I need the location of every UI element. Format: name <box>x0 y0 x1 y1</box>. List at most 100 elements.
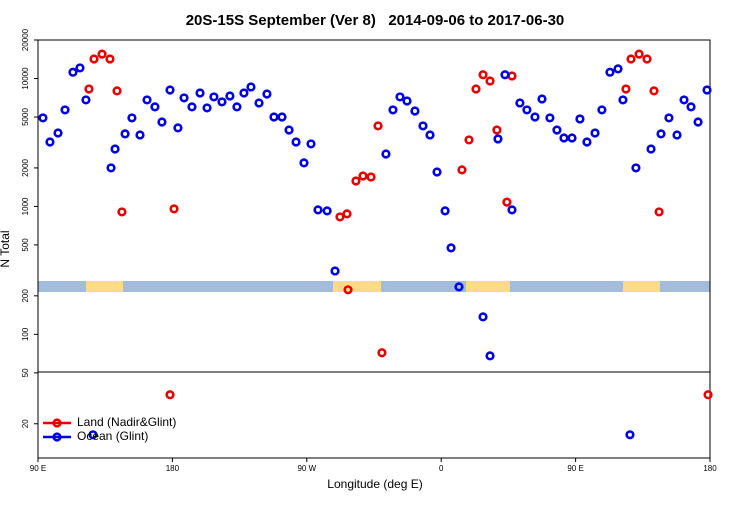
data-point <box>195 88 205 98</box>
y-tick-label: 500 <box>21 238 30 252</box>
data-point <box>60 105 70 115</box>
data-point <box>165 85 175 95</box>
data-point <box>500 70 510 80</box>
data-point <box>703 390 713 400</box>
data-point <box>112 86 122 96</box>
data-point <box>277 112 287 122</box>
x-axis-label: Longitude (deg E) <box>327 477 422 491</box>
data-point <box>625 430 635 440</box>
data-point <box>254 98 264 108</box>
data-point <box>284 125 294 135</box>
data-point <box>654 207 664 217</box>
land-strip <box>466 281 510 292</box>
legend-label: Land (Nadir&Glint) <box>77 415 176 429</box>
chart-title: 20S-15S September (Ver 8) 2014-09-06 to … <box>186 12 565 29</box>
data-point <box>68 67 78 77</box>
data-point <box>631 163 641 173</box>
data-point <box>402 96 412 106</box>
data-point <box>45 137 55 147</box>
data-point <box>377 348 387 358</box>
data-point <box>410 106 420 116</box>
data-point <box>493 134 503 144</box>
data-point <box>81 95 91 105</box>
data-point <box>269 112 279 122</box>
data-point <box>464 135 474 145</box>
data-point <box>515 98 525 108</box>
x-tick-label: 90 E <box>30 464 46 473</box>
data-point <box>471 84 481 94</box>
data-point <box>679 95 689 105</box>
data-point <box>313 205 323 215</box>
data-point <box>478 70 488 80</box>
data-point <box>110 144 120 154</box>
data-point <box>502 197 512 207</box>
data-point <box>262 89 272 99</box>
data-point <box>388 105 398 115</box>
data-point <box>179 93 189 103</box>
data-point <box>485 351 495 361</box>
data-point <box>117 207 127 217</box>
data-point <box>590 128 600 138</box>
data-point <box>656 129 666 139</box>
data-point <box>618 95 628 105</box>
data-point <box>575 114 585 124</box>
x-tick-label: 180 <box>166 464 180 473</box>
data-point <box>457 165 467 175</box>
data-point <box>492 125 502 135</box>
data-point <box>664 113 674 123</box>
data-point <box>53 128 63 138</box>
data-point <box>225 91 235 101</box>
data-point <box>127 113 137 123</box>
data-point <box>239 88 249 98</box>
data-point <box>342 209 352 219</box>
y-tick-label: 50 <box>21 368 30 377</box>
surface-strip <box>38 281 710 292</box>
data-point <box>507 205 517 215</box>
data-point <box>351 176 361 186</box>
y-tick-label: 20 <box>21 419 30 428</box>
data-point <box>552 125 562 135</box>
data-point <box>672 130 682 140</box>
y-tick-label: 20000 <box>21 28 30 51</box>
data-point <box>106 163 116 173</box>
data-point <box>217 97 227 107</box>
data-point <box>358 171 368 181</box>
data-point <box>605 67 615 77</box>
data-point <box>89 54 99 64</box>
data-point <box>649 86 659 96</box>
data-point <box>322 206 332 216</box>
data-point <box>537 94 547 104</box>
legend-marker <box>52 418 62 428</box>
data-point <box>425 130 435 140</box>
legend-marker <box>52 432 62 442</box>
data-point <box>686 102 696 112</box>
data-point <box>634 49 644 59</box>
data-point <box>418 121 428 131</box>
data-point <box>38 113 48 123</box>
data-point <box>478 312 488 322</box>
data-point <box>88 430 98 440</box>
y-tick-label: 1000 <box>21 197 30 215</box>
y-axis-label: N Total <box>0 230 12 267</box>
data-point <box>597 105 607 115</box>
data-point <box>157 117 167 127</box>
data-point <box>291 137 301 147</box>
data-point <box>626 54 636 64</box>
data-point <box>150 102 160 112</box>
data-point <box>97 49 107 59</box>
land-strip <box>333 281 381 292</box>
data-point <box>582 137 592 147</box>
data-point <box>545 113 555 123</box>
data-point <box>232 102 242 112</box>
data-point <box>373 121 383 131</box>
data-point <box>559 133 569 143</box>
legend-label: Ocean (Glint) <box>77 429 148 443</box>
x-tick-label: 180 <box>703 464 717 473</box>
data-point <box>395 92 405 102</box>
x-tick-label: 90 W <box>297 464 316 473</box>
data-point <box>646 144 656 154</box>
data-point <box>432 167 442 177</box>
land-strip <box>623 281 660 292</box>
data-point <box>454 282 464 292</box>
